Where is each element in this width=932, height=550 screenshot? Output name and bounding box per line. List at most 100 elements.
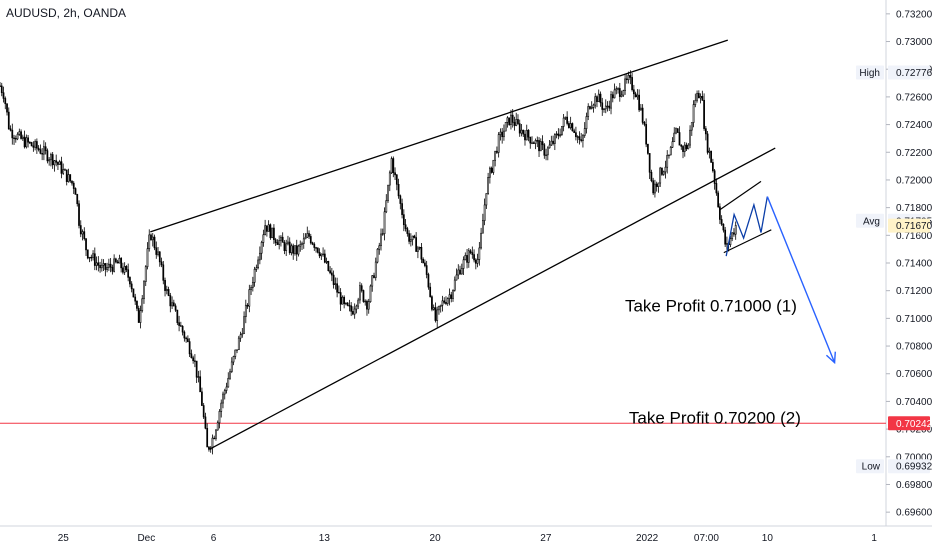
candle-body [395,174,398,185]
candle-body [583,128,586,136]
candle-body [223,390,226,395]
candle-body [67,174,70,182]
candle-body [192,357,195,362]
candle-body [225,386,228,391]
candle-body [346,302,349,306]
candle-body [167,289,170,296]
candle-body [485,193,488,206]
candle-body [355,305,358,310]
candle-body [559,134,561,137]
candle-body [708,150,711,153]
symbol-title: AUDUSD, 2h, OANDA [6,6,127,20]
candle-body [446,298,449,304]
candle-body [206,427,209,448]
candle-body [176,309,179,323]
candle-body [678,132,681,146]
candle-body [655,183,658,187]
candle-body [37,147,40,150]
candle-body [271,227,274,239]
candle-body [157,251,159,255]
candle-body [682,146,684,152]
candle-body [304,236,307,240]
candle-body [694,99,697,105]
candle-body [74,188,77,195]
candle-body [701,96,704,101]
candle-body [348,305,351,307]
candle-body [699,96,702,99]
candle-body [83,231,86,239]
candle-body [589,106,591,109]
candle-body [318,252,321,257]
candle-body [294,245,296,254]
candle-body [532,142,535,144]
candle-body [169,295,172,307]
candle-body [469,250,472,253]
candle-body [659,167,662,184]
candle-body [713,170,716,184]
candle-body [385,200,388,213]
candle-body [610,94,612,109]
candle-body [538,140,540,152]
candle-body [244,304,247,318]
candle-body [473,254,475,261]
price-badge-caption: High [859,68,880,79]
candle-body [290,245,293,254]
candle-body [90,256,93,259]
candle-body [690,122,693,131]
candle-body [216,422,219,431]
candle-body [585,116,588,129]
candle-body [517,119,519,124]
time-tick-label: 20 [430,533,442,544]
candle-body [539,141,542,152]
candle-body [325,260,328,263]
candle-body [617,88,619,90]
candle-body [545,154,547,157]
candle-body [264,225,267,236]
candle-body [60,161,63,174]
candle-body [174,305,177,311]
candle-body [415,237,418,252]
candle-body [18,131,21,135]
candle-body [696,93,698,101]
candle-body [274,239,277,243]
candle-body [675,128,677,134]
candle-body [345,302,347,305]
candle-body [278,240,281,245]
candle-body [295,245,298,255]
candle-body [703,99,705,129]
candle-body [129,277,131,285]
time-tick-label: 25 [58,533,70,544]
candle-body [313,243,316,248]
candle-body [594,96,597,106]
candle-body [359,285,361,301]
candle-body [541,141,544,146]
candle-body [65,169,68,182]
candle-body [627,75,630,81]
candle-body [438,306,440,311]
zigzag-path [725,196,768,257]
flag-channel-line [719,180,762,211]
candle-body [306,233,309,238]
candle-body [590,107,593,109]
price-tick-label: 0.70600 [896,369,932,380]
candle-body [441,300,444,306]
candle-body [320,253,323,257]
candle-body [315,247,317,249]
candle-body [239,334,242,339]
candle-body [253,268,256,283]
candle-body [568,123,570,128]
candle-body [625,78,628,81]
candle-body [215,429,217,439]
candle-body [107,263,110,268]
candle-body [501,131,504,138]
candle-body [680,144,683,147]
candle-body [466,255,468,263]
candle-body [704,128,707,135]
candle-body [165,289,168,291]
candle-body [85,238,87,251]
candle-body [553,134,556,144]
candle-body [269,224,272,239]
candle-body [578,136,581,140]
